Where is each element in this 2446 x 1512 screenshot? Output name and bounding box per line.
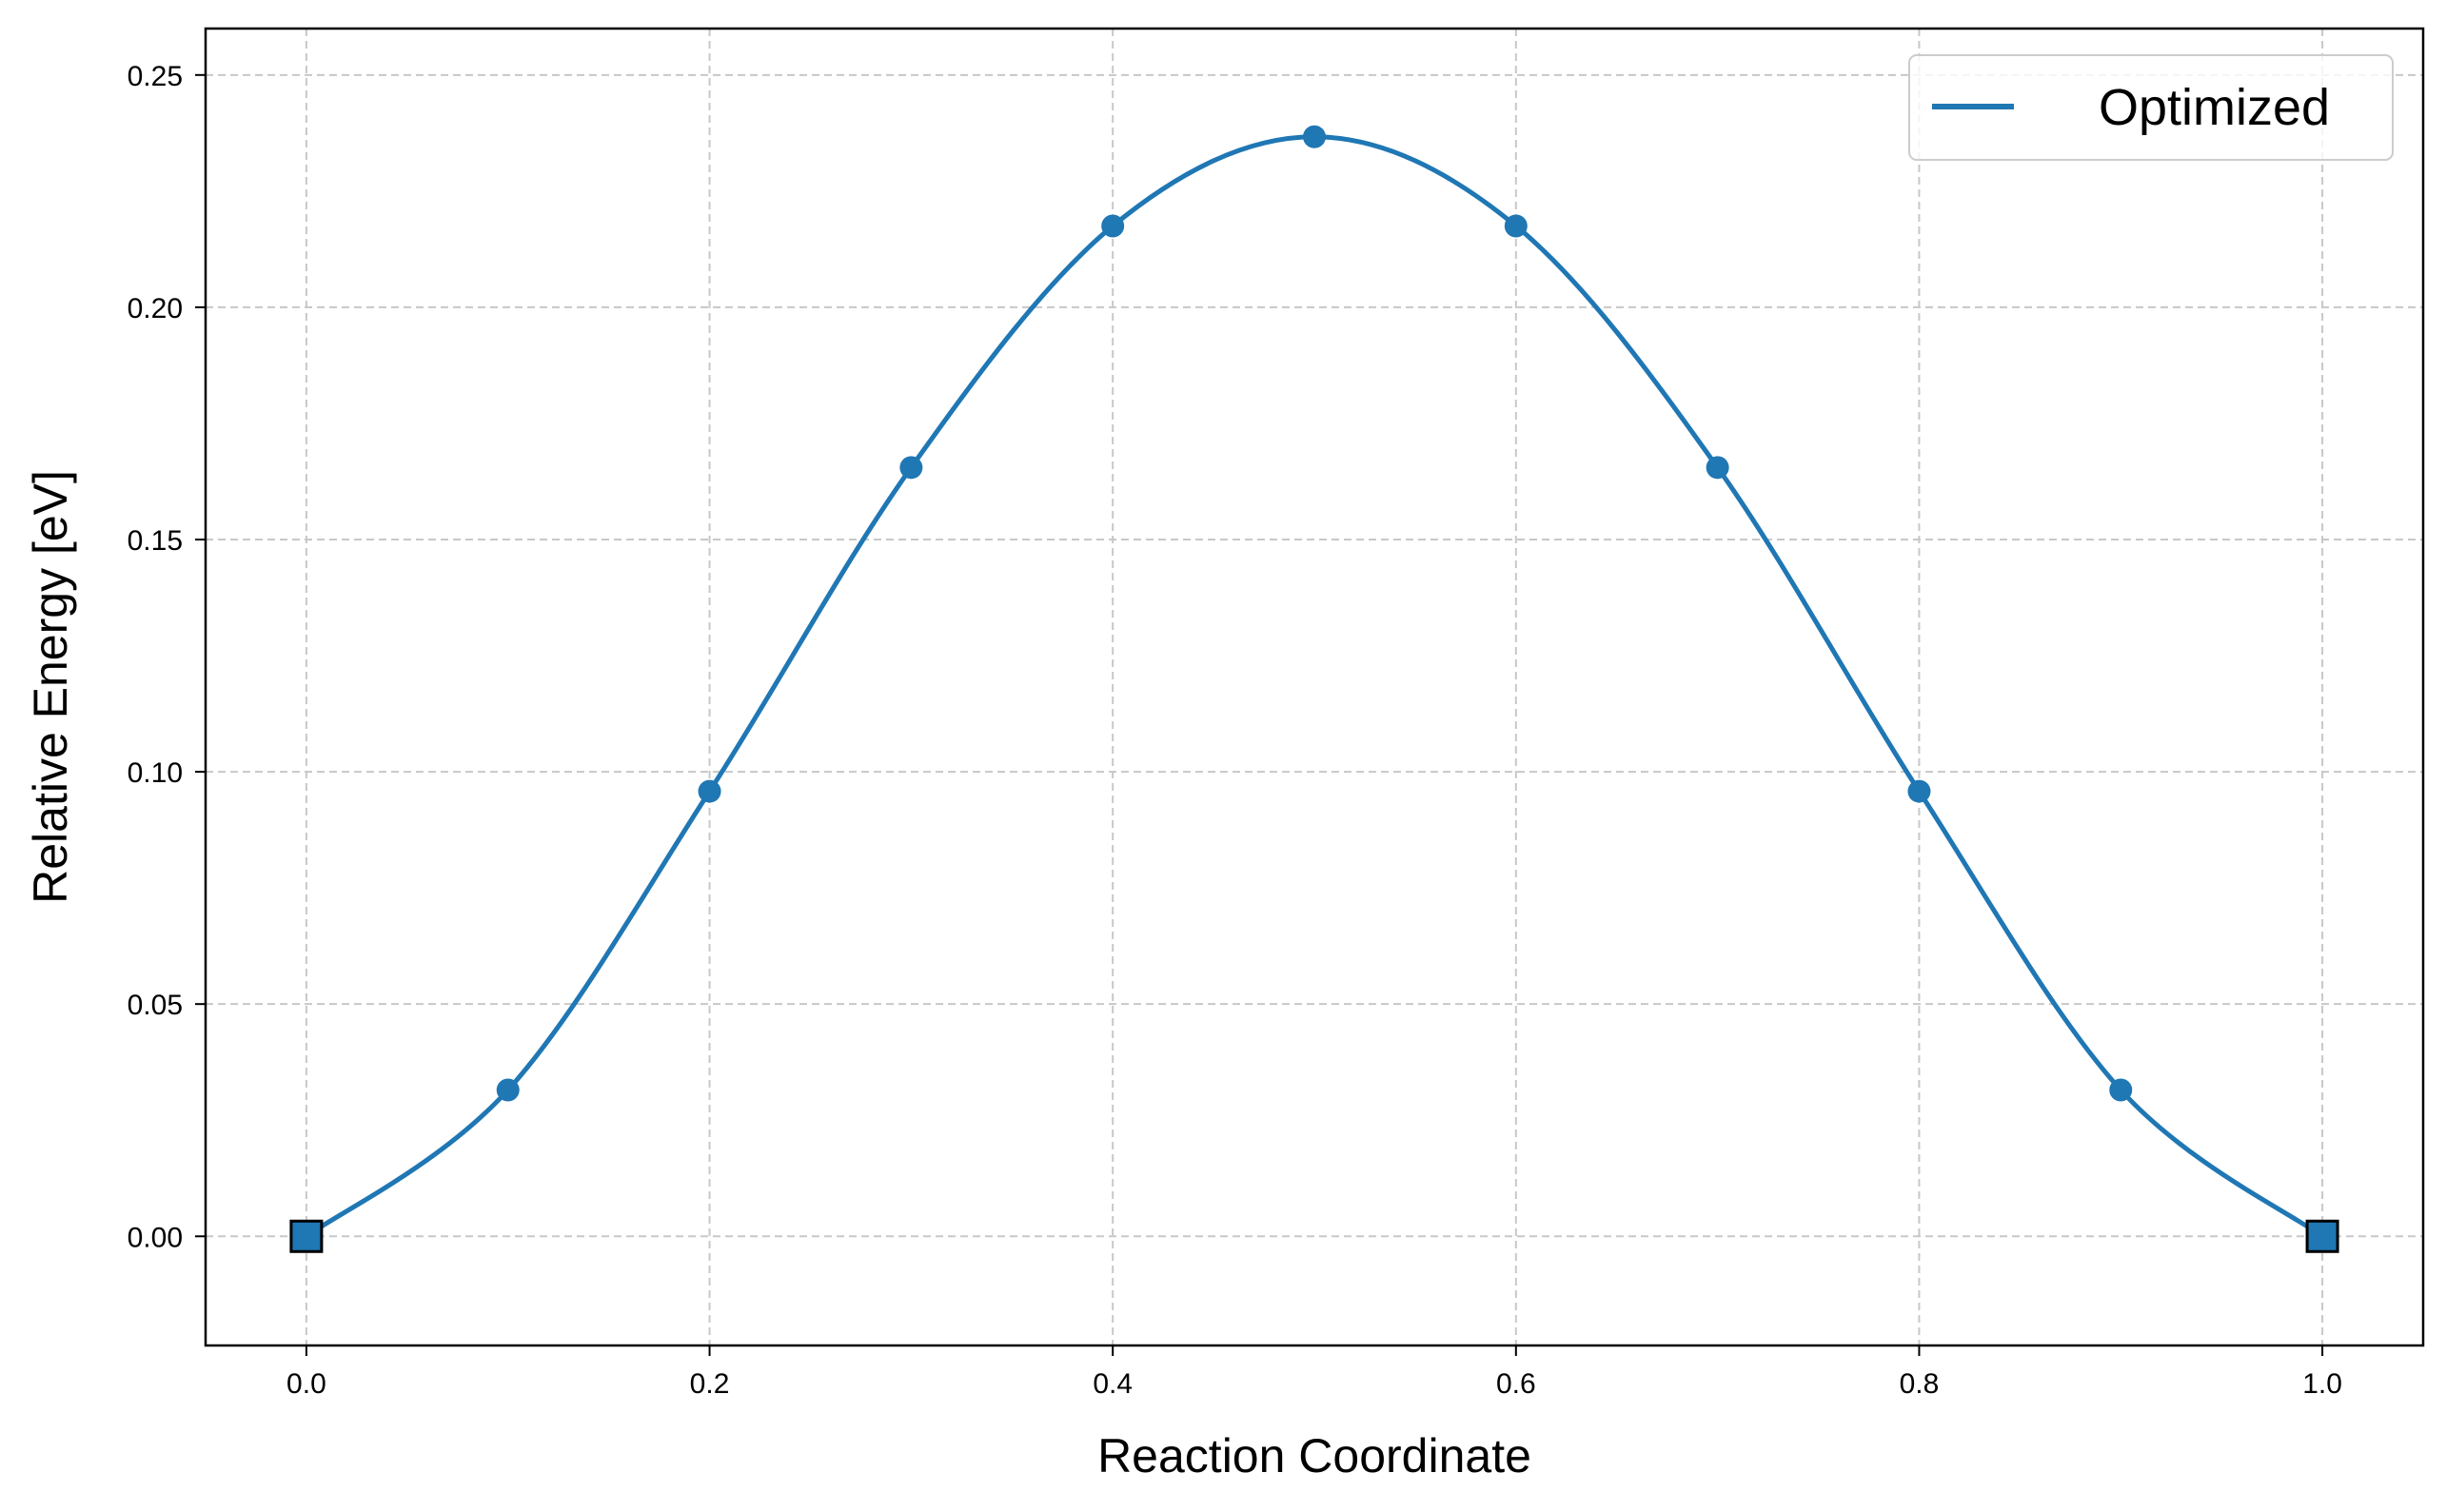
image-point-marker — [1706, 456, 1729, 480]
x-tick-label: 0.4 — [1093, 1368, 1133, 1400]
axis-ticks: 0.0 0.2 0.4 0.6 0.8 1.0 0.00 0.05 0.10 0.15 0.20 0.… — [128, 61, 2342, 1400]
image-point-marker — [698, 779, 721, 803]
image-point-marker — [2109, 1078, 2133, 1102]
x-tick-label: 0.6 — [1496, 1368, 1536, 1400]
y-axis-label: Relative Energy [eV] — [24, 470, 77, 904]
image-point-marker — [1907, 779, 1931, 803]
image-point-marker — [899, 456, 923, 480]
legend-box — [1908, 54, 2394, 161]
y-tick-label: 0.00 — [128, 1222, 183, 1253]
y-tick-label: 0.10 — [128, 757, 183, 789]
plot-frame — [204, 27, 2425, 1347]
y-tick-label: 0.20 — [128, 293, 183, 324]
legend-label: Optimized — [2099, 79, 2330, 136]
y-tick-label: 0.05 — [128, 990, 183, 1021]
y-tick-label: 0.25 — [128, 61, 183, 92]
y-tick-label: 0.15 — [128, 525, 183, 557]
x-tick-label: 0.2 — [690, 1368, 730, 1400]
x-tick-label: 0.0 — [286, 1368, 326, 1400]
image-point-marker — [496, 1078, 520, 1102]
x-axis-label: Reaction Coordinate — [1097, 1429, 1531, 1483]
legend: Optimized — [1908, 54, 2394, 161]
image-point-marker — [1504, 214, 1528, 238]
x-tick-label: 0.8 — [1900, 1368, 1940, 1400]
image-point-marker — [1101, 214, 1125, 238]
endpoint-square-marker — [2305, 1219, 2339, 1253]
data-markers — [289, 125, 2339, 1253]
endpoint-square-marker — [289, 1219, 324, 1253]
x-tick-label: 1.0 — [2302, 1368, 2342, 1400]
image-point-marker — [1303, 125, 1326, 148]
